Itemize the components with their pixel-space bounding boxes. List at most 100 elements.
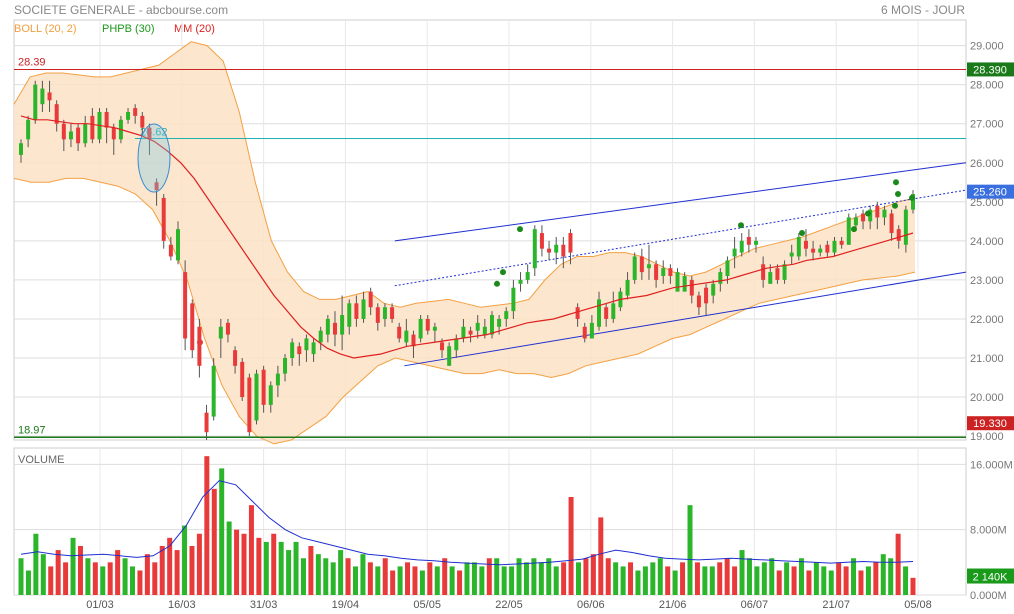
- volume-bar: [204, 456, 210, 595]
- candle-body: [368, 291, 373, 308]
- volume-bar: [657, 558, 663, 595]
- candle-body: [225, 322, 230, 335]
- volume-bar: [471, 562, 477, 595]
- candle-body: [440, 342, 445, 351]
- volume-bar: [25, 570, 31, 595]
- volume-bar: [576, 562, 581, 595]
- price-y-tick-label: 29.000: [970, 41, 1004, 53]
- candle-body: [497, 318, 502, 327]
- price-y-tick-label: 20.000: [970, 392, 1004, 404]
- candle-body: [19, 143, 23, 155]
- volume-bar: [182, 525, 188, 595]
- volume-bar: [353, 566, 358, 595]
- volume-bar: [516, 558, 522, 595]
- volume-bar: [709, 566, 715, 595]
- volume-bar: [234, 529, 240, 595]
- high-price-tag: 28.390: [973, 64, 1007, 76]
- price-y-tick-label: 25.000: [970, 197, 1004, 209]
- volume-bar: [293, 541, 299, 595]
- candle-body: [846, 217, 851, 245]
- candle-body: [47, 92, 52, 101]
- candle-body: [211, 365, 216, 417]
- period-label: 6 MOIS - JOUR: [880, 3, 965, 17]
- volume-bar: [345, 558, 351, 595]
- volume-bar: [189, 546, 195, 595]
- volume-y-tick-label: 16.000M: [970, 459, 1013, 471]
- candle-body: [525, 272, 530, 280]
- candle-body: [754, 240, 759, 245]
- candle-body: [611, 303, 616, 319]
- volume-bar: [122, 558, 128, 595]
- candle-body: [297, 346, 302, 355]
- volume-bar: [598, 517, 604, 595]
- volume-bar: [278, 541, 284, 595]
- volume-bar: [375, 566, 381, 595]
- volume-bar: [888, 558, 894, 595]
- phpb-marker: [895, 191, 901, 197]
- candle-body: [283, 358, 288, 374]
- candle-body: [675, 272, 680, 292]
- volume-bar: [256, 537, 262, 595]
- candle-body: [761, 264, 766, 280]
- candle-body: [604, 307, 609, 319]
- volume-bar: [196, 533, 202, 595]
- x-tick-label: 19/04: [332, 599, 360, 611]
- channel-lower-line: [404, 271, 967, 367]
- volume-bar: [717, 562, 723, 595]
- high-price-tag-bg: [967, 62, 1014, 77]
- volume-bar: [248, 505, 254, 595]
- volume-bar: [628, 562, 634, 595]
- volume-bar: [63, 562, 69, 595]
- volume-bar: [746, 558, 752, 595]
- candle-body: [696, 295, 701, 308]
- candle-body: [825, 244, 830, 253]
- phpb-marker: [909, 194, 915, 201]
- candle-body: [268, 385, 273, 405]
- volume-bar: [241, 533, 247, 595]
- volume-bar: [479, 566, 485, 595]
- candle-body: [489, 315, 494, 335]
- volume-bar: [501, 566, 507, 595]
- phpb-marker: [738, 222, 744, 229]
- last-price-tag-bg: [967, 184, 1014, 199]
- volume-bar: [115, 550, 121, 595]
- x-tick-label: 16/03: [168, 599, 196, 611]
- volume-bar: [40, 554, 46, 595]
- volume-bar: [271, 533, 277, 595]
- candle-body: [197, 326, 202, 366]
- support-left-label: 18.97: [18, 424, 46, 436]
- legend-phpb: PHPB (30): [102, 23, 155, 35]
- candle-body: [732, 248, 737, 257]
- candle-body: [311, 342, 316, 355]
- candle-body: [654, 264, 659, 280]
- candle-body: [318, 330, 323, 343]
- volume-bar: [442, 558, 448, 595]
- cyan-level-label: 26.62: [140, 127, 168, 139]
- volume-bar: [286, 550, 292, 595]
- price-y-tick-label: 21.000: [970, 353, 1004, 365]
- candle-body: [340, 315, 345, 335]
- volume-bar: [754, 566, 760, 595]
- candle-body: [254, 373, 259, 421]
- volume-bar: [635, 570, 641, 595]
- candle-body: [418, 318, 423, 339]
- volume-bar: [315, 554, 321, 595]
- candle-body: [26, 119, 31, 140]
- volume-bar: [159, 546, 165, 595]
- phpb-marker: [851, 226, 857, 233]
- volume-bar: [360, 554, 366, 595]
- volume-bar: [561, 562, 567, 595]
- candle-body: [903, 209, 908, 245]
- low-price-tag: 19.330: [973, 418, 1007, 430]
- candle-body: [597, 299, 602, 327]
- candle-body: [661, 268, 666, 276]
- volume-bar: [694, 562, 700, 595]
- candle-body: [861, 213, 866, 222]
- candle-body: [625, 279, 630, 296]
- volume-bar: [211, 488, 217, 595]
- volume-bar: [427, 562, 433, 595]
- candle-body: [140, 115, 145, 128]
- price-y-tick-label: 23.000: [970, 275, 1004, 287]
- volume-bar: [531, 558, 537, 595]
- candle-body: [475, 322, 480, 331]
